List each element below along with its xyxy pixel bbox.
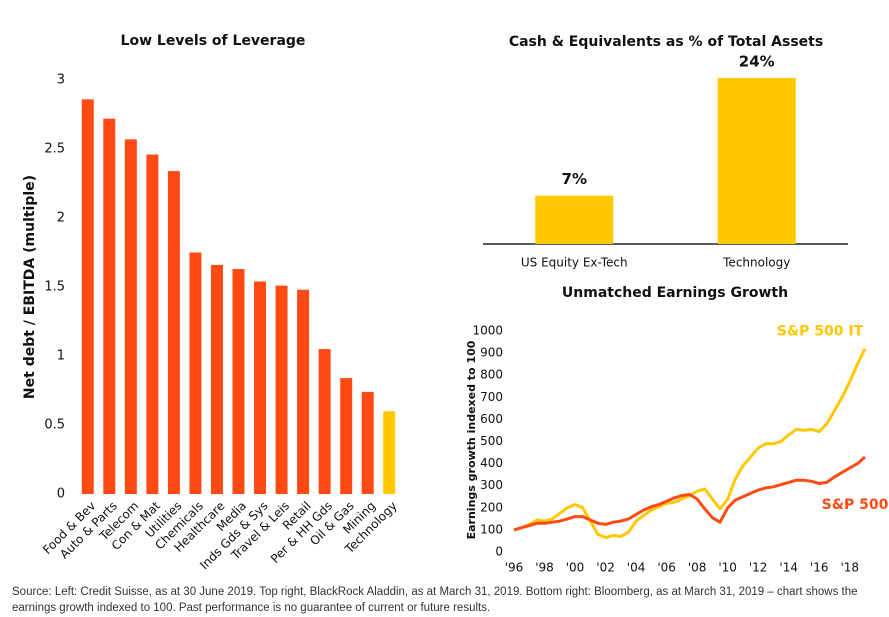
x-tick-label: '04	[627, 561, 646, 575]
x-tick-label: '96	[505, 561, 524, 575]
y-tick-label: 300	[480, 478, 503, 492]
x-tick-label: '12	[749, 561, 768, 575]
x-tick-label: '02	[596, 561, 615, 575]
series-line	[513, 348, 867, 540]
y-tick-label: 2.5	[44, 142, 65, 157]
y-tick-label: 400	[480, 456, 503, 470]
legend-label: S&P 500 IT	[777, 324, 864, 340]
bar	[717, 78, 796, 244]
bar	[535, 195, 614, 244]
legend-label: S&P 500	[822, 497, 889, 513]
chart-title: Unmatched Earnings Growth	[562, 285, 788, 301]
x-tick-label: '00	[566, 561, 585, 575]
bar	[254, 281, 267, 494]
y-tick-label: 1	[57, 349, 65, 364]
series-line	[513, 455, 866, 532]
x-tick-label: '98	[535, 561, 554, 575]
y-tick-label: 3	[57, 73, 65, 88]
y-axis-title: Net debt / EBITDA (multiple)	[22, 175, 38, 399]
y-tick-label: 600	[480, 412, 503, 426]
x-tick-label: '14	[779, 561, 798, 575]
y-tick-label: 800	[480, 368, 503, 382]
bar	[146, 154, 159, 494]
x-tick-label: '10	[718, 561, 737, 575]
x-tick-label: '16	[810, 561, 829, 575]
chart-title: Low Levels of Leverage	[121, 33, 306, 49]
bar	[361, 391, 374, 494]
bar	[383, 411, 396, 494]
y-tick-label: 0	[57, 487, 65, 502]
bar	[340, 378, 353, 494]
bar	[124, 139, 137, 494]
y-tick-label: 0	[495, 545, 503, 559]
y-tick-label: 200	[480, 500, 503, 514]
x-tick-label: US Equity Ex-Tech	[521, 256, 628, 270]
bar	[103, 118, 116, 494]
bar	[81, 99, 94, 494]
y-tick-label: 100	[480, 522, 503, 536]
y-axis-title: Earnings growth indexed to 100	[465, 340, 478, 539]
x-tick-label: '06	[657, 561, 676, 575]
bar	[275, 285, 288, 494]
bar	[232, 269, 245, 494]
y-tick-label: 900	[480, 346, 503, 360]
bar	[318, 349, 331, 494]
bar	[210, 264, 223, 494]
source-note: Source: Left: Credit Suisse, as at 30 Ju…	[12, 586, 858, 614]
value-label: 24%	[739, 53, 775, 71]
bar	[297, 289, 310, 494]
y-tick-label: 1.5	[44, 280, 65, 295]
x-tick-label: '08	[688, 561, 707, 575]
chart-title: Cash & Equivalents as % of Total Assets	[509, 34, 823, 50]
source-box: Source: Left: Credit Suisse, as at 30 Ju…	[12, 586, 858, 614]
x-tick-label: Technology	[722, 256, 790, 270]
x-tick-label: '18	[840, 561, 859, 575]
y-tick-label: 0.5	[44, 418, 65, 433]
y-tick-label: 700	[480, 390, 503, 404]
bar	[189, 252, 202, 494]
value-label: 7%	[562, 170, 587, 188]
y-tick-label: 1000	[472, 324, 503, 338]
y-tick-label: 2	[57, 211, 65, 226]
bar	[167, 171, 180, 494]
y-tick-label: 500	[480, 434, 503, 448]
